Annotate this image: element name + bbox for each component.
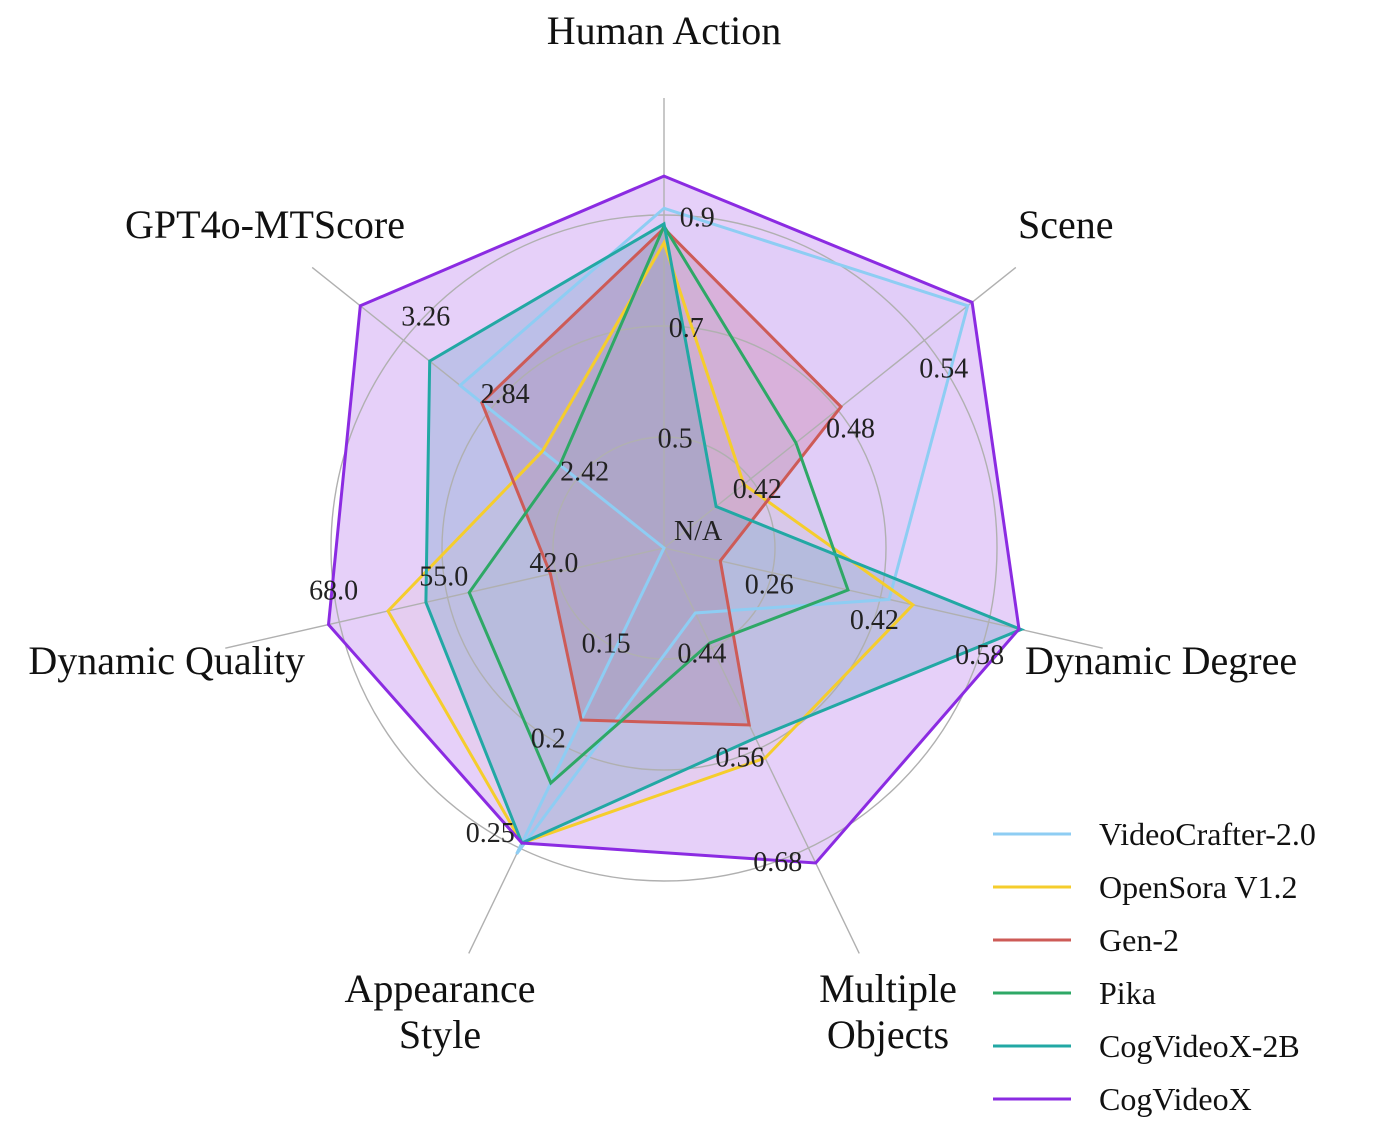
tick-label: 0.7 [669,313,704,344]
tick-label: 0.26 [745,569,794,600]
tick-label: 0.2 [531,723,566,754]
legend-label-4: Pika [1099,975,1156,1011]
axis-label-4: Multiple Objects [819,966,957,1057]
axis-label-7: GPT4o-MTScore [125,202,405,247]
axis-label-6: Dynamic Quality [28,638,305,683]
tick-label: 55.0 [419,562,468,593]
tick-label: 2.84 [481,379,530,410]
series-fill-1 [460,208,968,855]
tick-label: 0.56 [715,743,764,774]
tick-label: 0.5 [658,424,693,455]
tick-label: 68.0 [309,575,358,606]
series-fills [328,176,1022,864]
series-line-4 [467,222,850,786]
legend: VideoCrafter-2.0 OpenSora V1.2 Gen-2 Pika Co… [993,816,1316,1117]
axis-labels: Human Action Scene Dynamic Degree Multiple O… [28,8,1297,1057]
axis-label-5: Appearance Style [345,966,536,1057]
tick-label: 0.54 [919,353,968,384]
legend-label-1: VideoCrafter-2.0 [1099,816,1316,852]
legend-label-5: CogVideoX-2B [1099,1028,1300,1064]
tick-label: 0.9 [680,203,715,234]
series-fill-3 [481,228,841,726]
legend-label-3: Gen-2 [1099,922,1179,958]
tick-label: 0.68 [753,847,802,878]
tick-label: 0.44 [677,638,726,669]
center-label: N/A [674,516,723,547]
spoke-3 [663,547,1103,649]
series-lines [326,174,1026,865]
tick-label: 2.42 [560,457,609,488]
tick-label: 0.25 [466,818,515,849]
tick-label: 0.48 [826,414,875,445]
axis-label-3: Dynamic Degree [1025,638,1297,683]
spoke-6 [225,547,665,649]
axis-label-2: Scene [1018,202,1114,247]
tick-label: 0.42 [850,605,899,636]
series-line-2 [386,239,916,845]
tick-label: 0.58 [955,640,1004,671]
tick-label: 0.42 [733,474,782,505]
axis-label-1: Human Action [547,8,781,53]
series-line-3 [480,226,843,727]
series-fill-2 [388,242,913,844]
series-line-5 [424,221,1026,846]
series-line-6 [326,174,1021,865]
tick-labels: N/A 0.5 0.7 0.9 0.42 0.48 0.54 0.26 0.42 0.58 0.44… [309,203,1004,878]
tick-label: 0.15 [582,629,631,660]
legend-label-2: OpenSora V1.2 [1099,869,1298,905]
legend-label-6: CogVideoX [1099,1081,1252,1117]
tick-label: 42.0 [529,548,578,579]
spoke-4 [663,547,860,954]
tick-label: 3.26 [401,301,450,332]
